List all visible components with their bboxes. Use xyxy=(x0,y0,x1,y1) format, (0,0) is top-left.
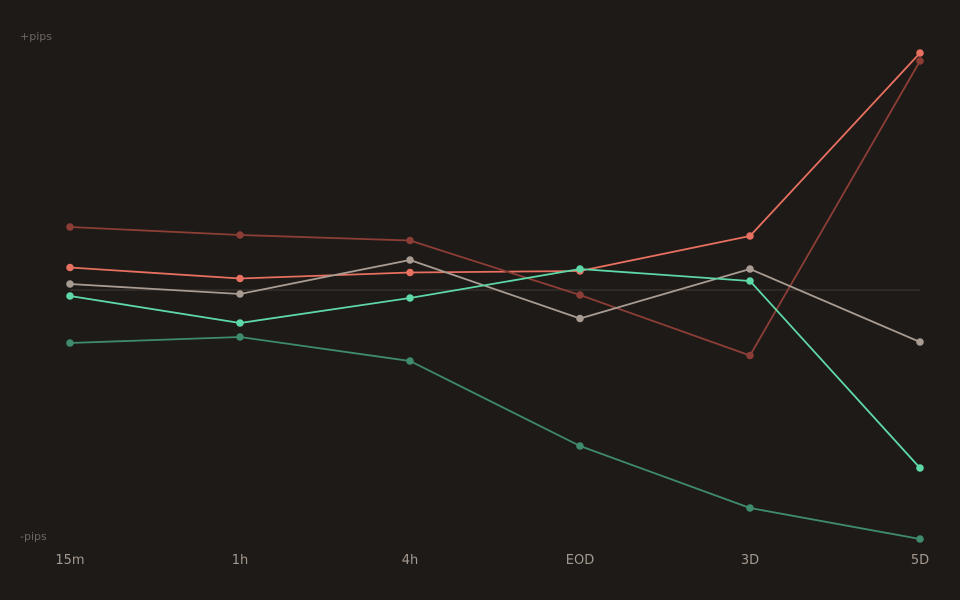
series-3-point-4h[interactable] xyxy=(406,256,414,264)
series-4-line xyxy=(69,268,921,469)
series-4 xyxy=(66,265,924,472)
x-tick-label-4h: 4h xyxy=(402,553,419,568)
series-2-line xyxy=(69,60,921,357)
x-tick-label-1h: 1h xyxy=(232,553,249,568)
series-2-point-4h[interactable] xyxy=(406,236,414,245)
series-1-line xyxy=(69,52,921,280)
series-1-point-4h[interactable] xyxy=(406,268,414,277)
series-5-point-5d[interactable] xyxy=(916,535,924,543)
series-2-point-3d[interactable] xyxy=(746,351,754,360)
series-5 xyxy=(66,333,924,543)
series-2 xyxy=(66,57,924,360)
series-2-point-eod[interactable] xyxy=(576,291,584,299)
series-5-point-4h[interactable] xyxy=(406,357,414,365)
series-1-point-15m[interactable] xyxy=(66,263,74,272)
y-axis-top-label: +pips xyxy=(20,30,52,43)
series-4-point-eod[interactable] xyxy=(576,265,584,273)
x-axis-ticks: 15m 1h 4h EOD 3D 5D xyxy=(55,553,929,568)
series-1-point-5d[interactable] xyxy=(916,49,924,57)
series-5-point-1h[interactable] xyxy=(236,333,244,341)
series-3-point-eod[interactable] xyxy=(576,314,584,323)
series-5-line xyxy=(69,336,921,540)
series-4-point-3d[interactable] xyxy=(746,277,754,285)
series-2-point-1h[interactable] xyxy=(236,231,244,239)
x-tick-label-5d: 5D xyxy=(911,553,929,568)
x-tick-label-15m: 15m xyxy=(55,553,84,568)
series-3-line xyxy=(69,259,921,343)
series-5-point-3d[interactable] xyxy=(746,504,754,512)
series-5-point-eod[interactable] xyxy=(576,442,584,450)
series-2-point-5d[interactable] xyxy=(916,57,924,65)
x-tick-label-3d: 3D xyxy=(741,553,759,568)
y-axis-bottom-label: -pips xyxy=(20,530,47,543)
series-3-point-15m[interactable] xyxy=(66,280,74,288)
series-3-point-3d[interactable] xyxy=(746,265,754,273)
series-2-point-15m[interactable] xyxy=(66,223,74,231)
series-3-point-5d[interactable] xyxy=(916,338,924,346)
series-1 xyxy=(66,49,924,283)
series-3 xyxy=(66,256,924,346)
series-5-point-15m[interactable] xyxy=(66,339,74,347)
series-4-point-5d[interactable] xyxy=(916,464,924,472)
x-tick-label-eod: EOD xyxy=(566,553,594,568)
series-1-point-1h[interactable] xyxy=(236,274,244,283)
series-3-point-1h[interactable] xyxy=(236,290,244,298)
series-4-point-15m[interactable] xyxy=(66,292,74,300)
series-layer xyxy=(66,49,924,543)
series-4-point-4h[interactable] xyxy=(406,294,414,302)
series-4-point-1h[interactable] xyxy=(236,319,244,327)
series-1-point-3d[interactable] xyxy=(746,232,754,240)
